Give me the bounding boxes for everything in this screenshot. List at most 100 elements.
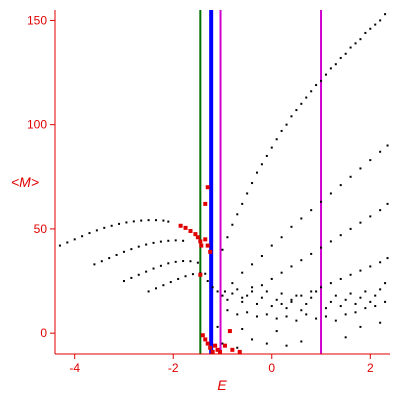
black-point-158	[354, 302, 357, 305]
red-point-24	[227, 329, 232, 334]
black-point-118	[290, 298, 293, 301]
black-point-46	[191, 273, 194, 276]
red-point-21	[222, 343, 227, 348]
black-point-140	[260, 296, 263, 299]
black-point-54	[246, 192, 249, 195]
black-point-175	[324, 315, 327, 318]
black-point-189	[241, 327, 244, 330]
red-point-5	[198, 239, 203, 244]
black-point-18	[108, 257, 111, 260]
black-point-173	[305, 313, 308, 316]
black-point-59	[270, 146, 273, 149]
vertical-lines	[199, 10, 323, 354]
black-point-86	[251, 263, 254, 266]
black-point-127	[379, 261, 382, 264]
black-point-187	[300, 340, 303, 343]
black-point-174	[315, 317, 318, 320]
x-axis-label: E	[217, 377, 227, 393]
black-point-87	[260, 255, 263, 258]
black-point-114	[369, 215, 372, 218]
black-point-148	[300, 309, 303, 312]
black-point-12	[147, 219, 150, 222]
black-point-192	[359, 325, 362, 328]
black-point-119	[300, 294, 303, 297]
black-point-39	[196, 261, 199, 264]
black-point-96	[349, 175, 352, 178]
black-point-180	[374, 305, 377, 308]
black-point-191	[344, 336, 347, 339]
black-point-162	[374, 294, 377, 297]
black-point-164	[384, 282, 387, 285]
red-point-16	[208, 345, 213, 350]
black-point-105	[280, 271, 283, 274]
black-point-184	[251, 338, 254, 341]
black-point-100	[386, 144, 389, 147]
black-point-137	[246, 294, 249, 297]
black-point-21	[130, 248, 133, 251]
black-point-167	[246, 311, 249, 314]
black-point-135	[236, 288, 239, 291]
red-point-0	[178, 223, 183, 228]
red-point-23	[237, 349, 242, 354]
black-point-61	[280, 129, 283, 132]
black-point-56	[255, 171, 258, 174]
black-point-99	[379, 150, 382, 153]
black-point-9	[125, 221, 128, 224]
black-point-30	[130, 276, 133, 279]
black-point-20	[122, 250, 125, 253]
black-point-113	[359, 221, 362, 224]
x-tick-label-2: 0	[268, 361, 275, 375]
black-point-111	[339, 234, 342, 237]
black-point-143	[275, 298, 278, 301]
black-point-153	[329, 300, 332, 303]
black-point-41	[154, 287, 157, 290]
red-point-14	[203, 337, 208, 342]
black-point-63	[290, 115, 293, 118]
black-point-145	[285, 307, 288, 310]
black-point-40	[147, 290, 150, 293]
red-point-7	[198, 272, 203, 277]
black-point-101	[241, 296, 244, 299]
black-point-122	[329, 282, 332, 285]
red-point-11	[205, 185, 210, 190]
axes	[54, 10, 390, 355]
black-point-23	[145, 243, 148, 246]
black-point-125	[359, 269, 362, 272]
red-point-15	[205, 341, 210, 346]
black-point-149	[305, 302, 308, 305]
black-point-124	[349, 273, 352, 276]
black-point-144	[280, 292, 283, 295]
black-point-67	[310, 90, 313, 93]
black-point-107	[300, 259, 303, 262]
black-point-165	[226, 309, 229, 312]
black-point-159	[359, 296, 362, 299]
black-point-155	[339, 305, 342, 308]
black-point-3	[81, 235, 84, 238]
red-point-13	[200, 333, 205, 338]
black-point-156	[344, 298, 347, 301]
black-point-82	[384, 13, 387, 16]
black-point-129	[206, 280, 209, 283]
black-point-42	[162, 284, 165, 287]
black-point-176	[334, 319, 337, 322]
black-point-81	[379, 19, 382, 22]
black-point-138	[251, 286, 254, 289]
red-point-10	[208, 249, 213, 254]
black-point-53	[241, 202, 244, 205]
black-point-115	[379, 209, 382, 212]
black-point-90	[290, 225, 293, 228]
black-point-151	[315, 290, 318, 293]
black-point-11	[140, 219, 143, 222]
black-point-160	[364, 290, 367, 293]
red-point-6	[199, 243, 204, 248]
black-point-17	[100, 260, 103, 263]
black-point-93	[320, 200, 323, 203]
black-point-94	[329, 192, 332, 195]
black-point-50	[226, 236, 229, 239]
black-point-141	[265, 290, 268, 293]
black-point-88	[270, 244, 273, 247]
black-point-179	[364, 307, 367, 310]
black-point-103	[260, 284, 263, 287]
black-point-91	[300, 217, 303, 220]
black-point-171	[285, 315, 288, 318]
